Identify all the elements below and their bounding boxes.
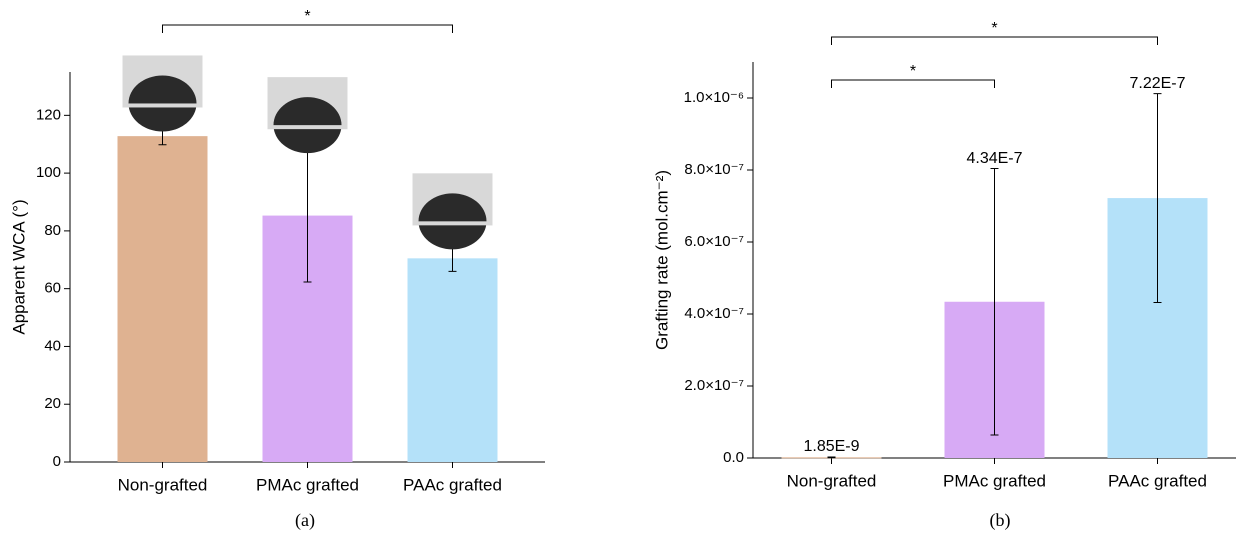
x-tick-label: Non-grafted	[118, 475, 208, 494]
y-tick-label: 100	[36, 164, 61, 181]
bar	[117, 136, 208, 462]
y-tick-label: 6.0×10⁻⁷	[684, 233, 744, 250]
error-bar	[827, 456, 836, 459]
y-tick-label: 40	[44, 337, 61, 354]
x-tick-label: PMAc grafted	[256, 475, 359, 494]
significance-bracket	[831, 79, 995, 88]
droplet-base	[267, 125, 348, 130]
significance-bracket	[162, 24, 453, 33]
value-label: 4.34E-7	[966, 150, 1022, 167]
x-tick-label: Non-grafted	[787, 471, 877, 490]
bar	[407, 258, 498, 462]
y-tick-label: 1.0×10⁻⁶	[684, 89, 744, 106]
y-tick-label: 4.0×10⁻⁷	[684, 305, 744, 322]
significance-label: *	[991, 20, 997, 37]
y-tick-label: 0	[53, 453, 61, 470]
y-tick-label: 120	[36, 106, 61, 123]
significance-label: *	[910, 63, 916, 80]
y-tick-label: 60	[44, 280, 61, 297]
droplet-base	[122, 103, 203, 108]
x-tick-label: PAAc grafted	[1108, 471, 1207, 490]
significance-label: *	[304, 8, 310, 25]
y-tick-label: 8.0×10⁻⁷	[684, 161, 744, 178]
value-label: 7.22E-7	[1129, 75, 1185, 92]
x-tick-label: PMAc grafted	[943, 471, 1046, 490]
caption: (b)	[990, 510, 1011, 531]
significance-bracket	[831, 36, 1158, 45]
caption: (a)	[295, 510, 315, 531]
x-tick-label: PAAc grafted	[403, 475, 502, 494]
y-axis-title: Apparent WCA (°)	[9, 199, 28, 334]
y-tick-label: 2.0×10⁻⁷	[684, 377, 744, 394]
value-label: 1.85E-9	[803, 438, 859, 455]
y-tick-label: 20	[44, 395, 61, 412]
y-tick-label: 0.0	[723, 449, 744, 466]
y-tick-label: 80	[44, 222, 61, 239]
droplet-base	[412, 221, 493, 226]
error-bar	[1153, 93, 1162, 303]
error-bar	[990, 168, 999, 436]
y-axis-title: Grafting rate (mol.cm⁻²)	[652, 170, 671, 350]
